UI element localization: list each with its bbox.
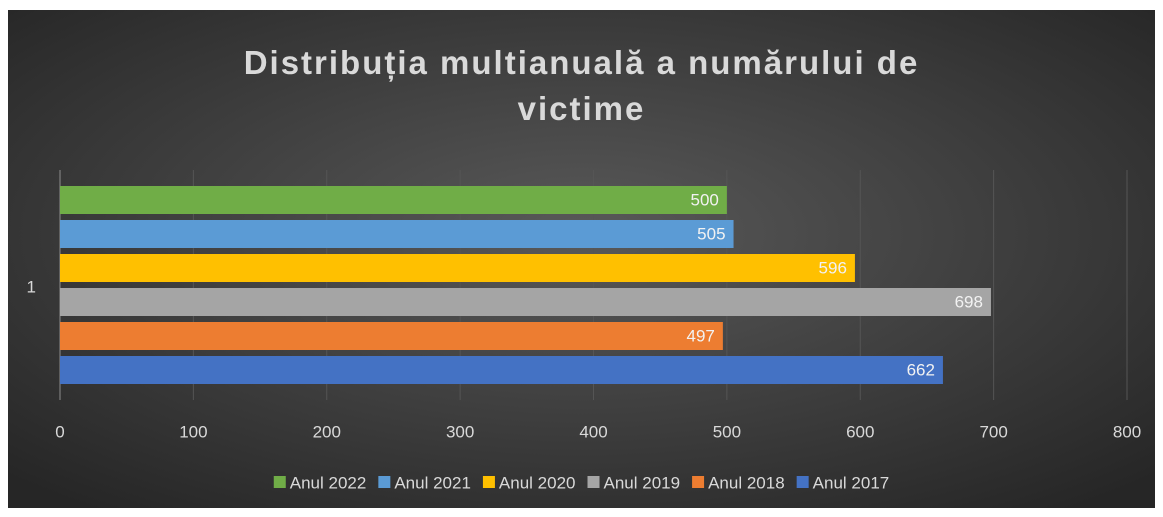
- legend-label: Anul 2021: [394, 473, 471, 492]
- legend-label: Anul 2017: [813, 473, 890, 492]
- bar: [60, 356, 943, 384]
- x-tick-label: 800: [1113, 422, 1141, 441]
- legend-label: Anul 2018: [708, 473, 785, 492]
- y-tick-label: 1: [27, 277, 36, 296]
- legend-swatch: [796, 476, 809, 488]
- legend-label: Anul 2020: [499, 473, 576, 492]
- legend-label: Anul 2022: [290, 473, 367, 492]
- x-tick-label: 300: [446, 422, 474, 441]
- x-tick-label: 500: [713, 422, 741, 441]
- x-tick-label: 700: [979, 422, 1007, 441]
- legend-swatch: [692, 476, 705, 488]
- bar: [60, 288, 991, 316]
- x-tick-label: 600: [846, 422, 874, 441]
- data-label: 698: [955, 292, 983, 311]
- data-label: 497: [686, 326, 714, 345]
- legend-swatch: [482, 476, 495, 488]
- legend-swatch: [587, 476, 600, 488]
- legend-label: Anul 2019: [604, 473, 681, 492]
- data-label: 596: [819, 258, 847, 277]
- chart-title: Distribuția multianuală a numărului de v…: [243, 44, 920, 127]
- data-label: 662: [907, 360, 935, 379]
- x-tick-label: 200: [313, 422, 341, 441]
- x-tick-label: 400: [579, 422, 607, 441]
- bar: [60, 186, 727, 214]
- legend-swatch: [378, 476, 391, 488]
- bar: [60, 322, 723, 350]
- data-label: 505: [697, 224, 725, 243]
- data-label: 500: [691, 190, 719, 209]
- legend-swatch: [273, 476, 286, 488]
- bar: [60, 220, 734, 248]
- bar: [60, 254, 855, 282]
- x-tick-label: 0: [55, 422, 64, 441]
- x-tick-label: 100: [179, 422, 207, 441]
